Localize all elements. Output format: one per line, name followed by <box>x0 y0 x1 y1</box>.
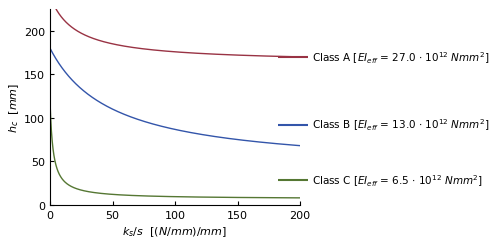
X-axis label: $k_s/s$  [$(N/mm)/mm$]: $k_s/s$ [$(N/mm)/mm$] <box>122 224 228 238</box>
Text: Class C [$EI_{eff}$ = 6.5 $\cdot$ 10$^{12}$ $Nmm^2$]: Class C [$EI_{eff}$ = 6.5 $\cdot$ 10$^{1… <box>312 172 484 188</box>
Text: Class A [$EI_{eff}$ = 27.0 $\cdot$ 10$^{12}$ $Nmm^2$]: Class A [$EI_{eff}$ = 27.0 $\cdot$ 10$^{… <box>312 50 490 65</box>
Y-axis label: $h_c$  $[mm]$: $h_c$ $[mm]$ <box>8 82 21 132</box>
Text: Class B [$EI_{eff}$ = 13.0 $\cdot$ 10$^{12}$ $Nmm^2$]: Class B [$EI_{eff}$ = 13.0 $\cdot$ 10$^{… <box>312 117 490 133</box>
